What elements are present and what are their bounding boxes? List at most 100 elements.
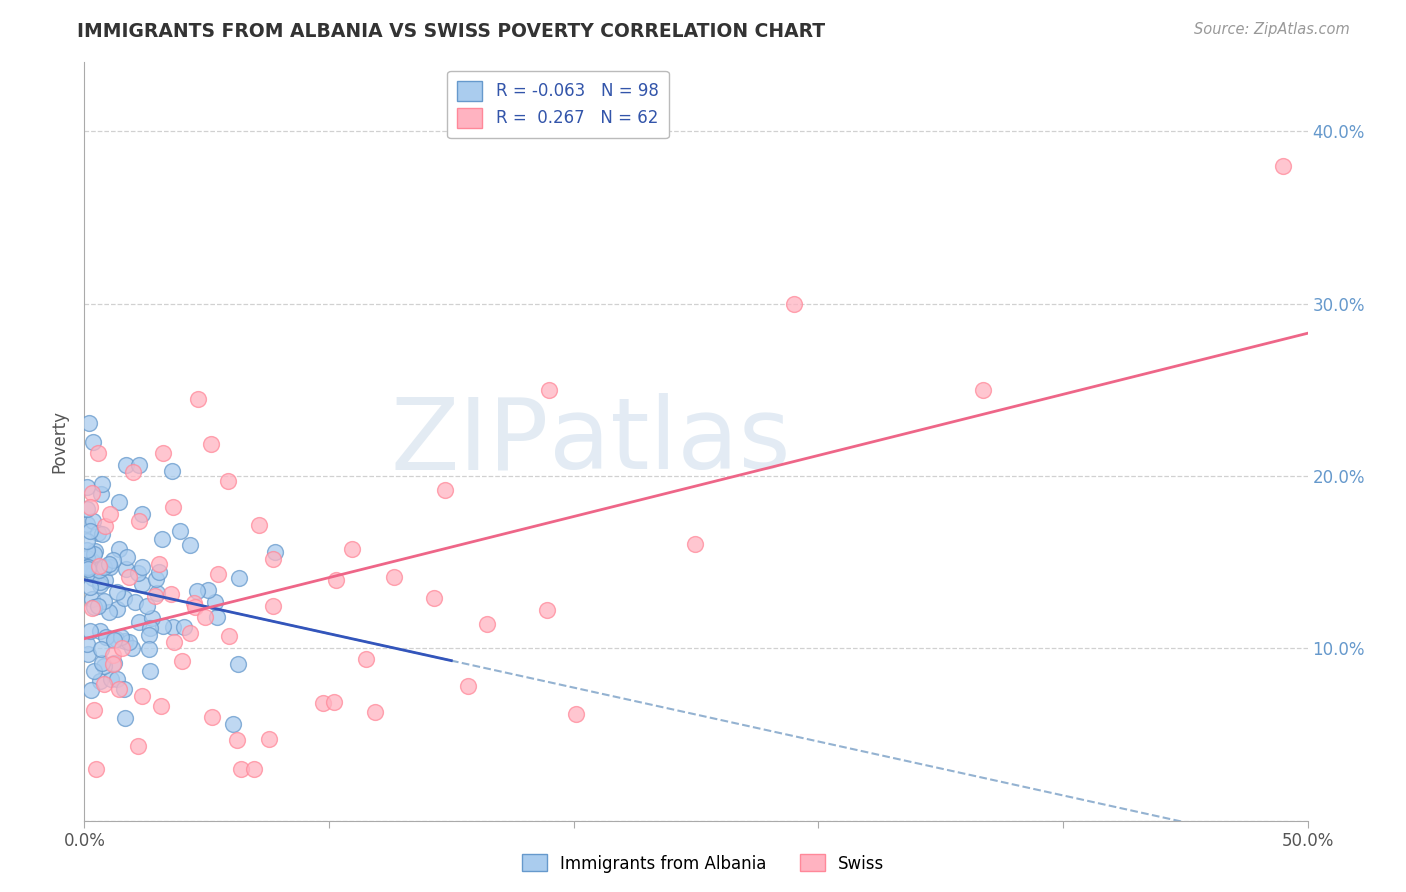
Point <box>98 559 121 574</box>
Point <box>325 573 347 587</box>
Point <box>82 566 104 581</box>
Point <box>187 392 209 406</box>
Point <box>108 541 131 556</box>
Point <box>90 477 112 491</box>
Point <box>83 664 105 678</box>
Point <box>131 576 153 591</box>
Point <box>143 589 166 603</box>
Point <box>173 620 195 634</box>
Point <box>77 647 100 661</box>
Point <box>121 641 143 656</box>
Point <box>423 591 446 606</box>
Y-axis label: Poverty: Poverty <box>51 410 69 473</box>
Point <box>110 630 132 644</box>
Point <box>111 641 134 656</box>
Point <box>162 500 184 515</box>
Point <box>131 560 153 574</box>
Point <box>475 617 498 632</box>
Point <box>83 600 105 615</box>
Point <box>114 711 136 725</box>
Point <box>76 502 98 516</box>
Point <box>93 519 115 533</box>
Point <box>94 573 117 587</box>
Point <box>783 296 806 310</box>
Point <box>148 565 170 579</box>
Point <box>90 487 112 501</box>
Point <box>79 524 101 538</box>
Point <box>207 567 229 582</box>
Point <box>80 601 103 615</box>
Point <box>354 652 377 666</box>
Point <box>138 641 160 656</box>
Point <box>79 500 101 515</box>
Point <box>98 507 121 521</box>
Point <box>76 517 98 532</box>
Point <box>114 458 136 472</box>
Point <box>217 474 239 488</box>
Point <box>94 630 117 644</box>
Point <box>150 532 173 546</box>
Legend: Immigrants from Albania, Swiss: Immigrants from Albania, Swiss <box>515 847 891 880</box>
Point <box>312 696 335 710</box>
Point <box>76 637 98 651</box>
Point <box>179 626 201 640</box>
Point <box>683 537 706 551</box>
Point <box>80 682 103 697</box>
Point <box>93 677 115 691</box>
Point <box>564 706 586 721</box>
Point <box>76 562 98 576</box>
Point <box>83 544 105 558</box>
Point <box>82 571 104 585</box>
Text: atlas: atlas <box>550 393 790 490</box>
Point <box>184 600 207 615</box>
Point <box>118 569 141 583</box>
Point <box>76 560 98 574</box>
Point <box>115 562 138 576</box>
Point <box>76 550 98 565</box>
Point <box>201 709 224 723</box>
Point <box>364 706 387 720</box>
Point <box>128 458 150 473</box>
Point <box>103 657 125 671</box>
Point <box>90 527 112 541</box>
Point <box>257 731 280 746</box>
Point <box>127 566 149 580</box>
Point <box>139 621 162 635</box>
Point <box>127 739 149 754</box>
Point <box>160 464 183 478</box>
Point <box>124 594 146 608</box>
Point <box>114 633 136 648</box>
Point <box>117 550 139 565</box>
Point <box>218 629 240 643</box>
Point <box>145 572 167 586</box>
Point <box>76 481 98 495</box>
Point <box>231 762 253 776</box>
Point <box>160 587 183 601</box>
Point <box>76 543 98 558</box>
Point <box>80 591 103 606</box>
Point <box>89 624 111 639</box>
Point <box>83 703 105 717</box>
Point <box>79 624 101 638</box>
Point <box>149 698 172 713</box>
Point <box>90 642 112 657</box>
Point <box>89 578 111 592</box>
Point <box>76 560 98 574</box>
Point <box>87 446 110 460</box>
Point <box>226 733 249 747</box>
Point <box>89 673 111 688</box>
Point <box>118 635 141 649</box>
Point <box>105 672 128 686</box>
Point <box>247 517 270 532</box>
Point <box>76 534 98 549</box>
Point <box>138 628 160 642</box>
Point <box>242 762 264 776</box>
Point <box>323 695 346 709</box>
Point <box>205 610 228 624</box>
Point <box>80 554 103 568</box>
Point <box>222 717 245 731</box>
Point <box>342 541 364 556</box>
Text: IMMIGRANTS FROM ALBANIA VS SWISS POVERTY CORRELATION CHART: IMMIGRANTS FROM ALBANIA VS SWISS POVERTY… <box>77 22 825 41</box>
Point <box>538 383 561 397</box>
Point <box>80 560 103 574</box>
